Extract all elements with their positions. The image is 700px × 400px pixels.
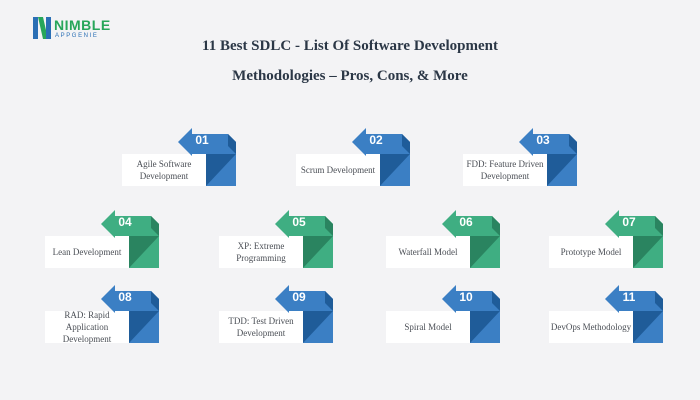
methodology-number: 05 — [292, 215, 306, 229]
methodology-number: 10 — [459, 290, 473, 304]
fold-corner — [470, 311, 500, 343]
arrow-shade — [492, 216, 500, 236]
methodology-label: Spiral Model — [404, 322, 452, 332]
methodology-label: Waterfall Model — [398, 247, 458, 257]
fold-corner — [470, 236, 500, 268]
label-box — [549, 311, 633, 343]
methodology-label: DevOps Methodology — [550, 322, 632, 332]
card-graphic — [386, 285, 500, 343]
methodology-number: 06 — [459, 215, 473, 229]
page-title-line-1: 11 Best SDLC - List Of Software Developm… — [202, 38, 498, 54]
card-graphic — [549, 285, 663, 343]
arrow-tab-icon — [605, 285, 663, 313]
methodology-number: 07 — [622, 215, 636, 229]
arrow-tab-icon — [352, 128, 410, 156]
methodology-card-11: 11 DevOps Methodology — [549, 283, 665, 347]
arrow-shade — [402, 134, 410, 154]
methodology-card-07: 07 Prototype Model — [549, 208, 665, 272]
methodology-label: TDD: Test Driven Development — [228, 316, 294, 338]
methodology-number: 08 — [118, 290, 132, 304]
arrow-shade — [151, 216, 159, 236]
arrow-tab-icon — [101, 285, 159, 313]
fold-corner — [206, 154, 236, 186]
arrow-shade — [492, 291, 500, 311]
label-box — [45, 236, 129, 268]
brand-logo: NIMBLE APPGENIE — [32, 14, 142, 44]
arrow-shade — [325, 291, 333, 311]
logo-n-icon — [33, 17, 51, 39]
fold-corner — [633, 311, 663, 343]
methodology-card-09: 09 TDD: Test Driven Development — [219, 283, 335, 347]
arrow-shade — [655, 291, 663, 311]
methodology-label: Agile Software Development — [136, 159, 192, 181]
label-box — [45, 311, 129, 343]
card-graphic — [45, 210, 159, 268]
label-box — [549, 236, 633, 268]
methodology-card-01: 01 Agile Software Development — [122, 126, 238, 190]
arrow-tab-icon — [605, 210, 663, 238]
fold-corner — [129, 236, 159, 268]
brand-name: NIMBLE — [54, 17, 111, 33]
fold-corner — [303, 236, 333, 268]
methodology-label: Scrum Development — [300, 165, 376, 175]
card-graphic — [122, 128, 236, 186]
methodology-label: XP: Extreme Programming — [236, 241, 286, 263]
arrow-tab-icon — [442, 210, 500, 238]
label-box — [386, 311, 470, 343]
methodology-label: Lean Development — [52, 247, 122, 257]
methodology-card-08: 08 RAD: Rapid Application Development — [45, 283, 161, 347]
methodology-label: Prototype Model — [560, 247, 622, 257]
arrow-shade — [151, 291, 159, 311]
methodology-number: 02 — [369, 133, 383, 147]
label-box — [219, 236, 303, 268]
fold-corner — [380, 154, 410, 186]
arrow-tab-icon — [275, 285, 333, 313]
card-graphic — [45, 285, 159, 343]
card-graphic — [219, 285, 333, 343]
fold-corner — [129, 311, 159, 343]
arrow-shade — [569, 134, 577, 154]
arrow-tab-icon — [101, 210, 159, 238]
arrow-tab-icon — [275, 210, 333, 238]
methodology-card-03: 03 FDD: Feature Driven Development — [463, 126, 579, 190]
arrow-shade — [228, 134, 236, 154]
methodology-label: RAD: Rapid Application Development — [62, 310, 112, 344]
label-box — [122, 154, 206, 186]
brand-subtitle: APPGENIE — [55, 33, 99, 39]
methodology-card-10: 10 Spiral Model — [386, 283, 502, 347]
arrow-tab-icon — [519, 128, 577, 156]
methodology-number: 11 — [622, 290, 636, 304]
methodology-label: FDD: Feature Driven Development — [466, 159, 544, 181]
methodology-card-04: 04 Lean Development — [45, 208, 161, 272]
card-graphic — [296, 128, 410, 186]
fold-corner — [547, 154, 577, 186]
fold-corner — [303, 311, 333, 343]
methodology-number: 04 — [118, 215, 132, 229]
methodology-number: 09 — [292, 290, 306, 304]
card-graphic — [463, 128, 577, 186]
card-graphic — [549, 210, 663, 268]
arrow-tab-icon — [442, 285, 500, 313]
methodology-number: 03 — [536, 133, 550, 147]
label-box — [296, 154, 380, 186]
methodology-card-02: 02 Scrum Development — [296, 126, 412, 190]
arrow-shade — [325, 216, 333, 236]
methodology-number: 01 — [195, 133, 209, 147]
methodology-card-06: 06 Waterfall Model — [386, 208, 502, 272]
fold-corner — [633, 236, 663, 268]
arrow-shade — [655, 216, 663, 236]
methodology-card-05: 05 XP: Extreme Programming — [219, 208, 335, 272]
page-title-line-2: Methodologies – Pros, Cons, & More — [232, 68, 468, 84]
card-graphic — [219, 210, 333, 268]
label-box — [386, 236, 470, 268]
label-box — [219, 311, 303, 343]
label-box — [463, 154, 547, 186]
arrow-tab-icon — [178, 128, 236, 156]
card-graphic — [386, 210, 500, 268]
